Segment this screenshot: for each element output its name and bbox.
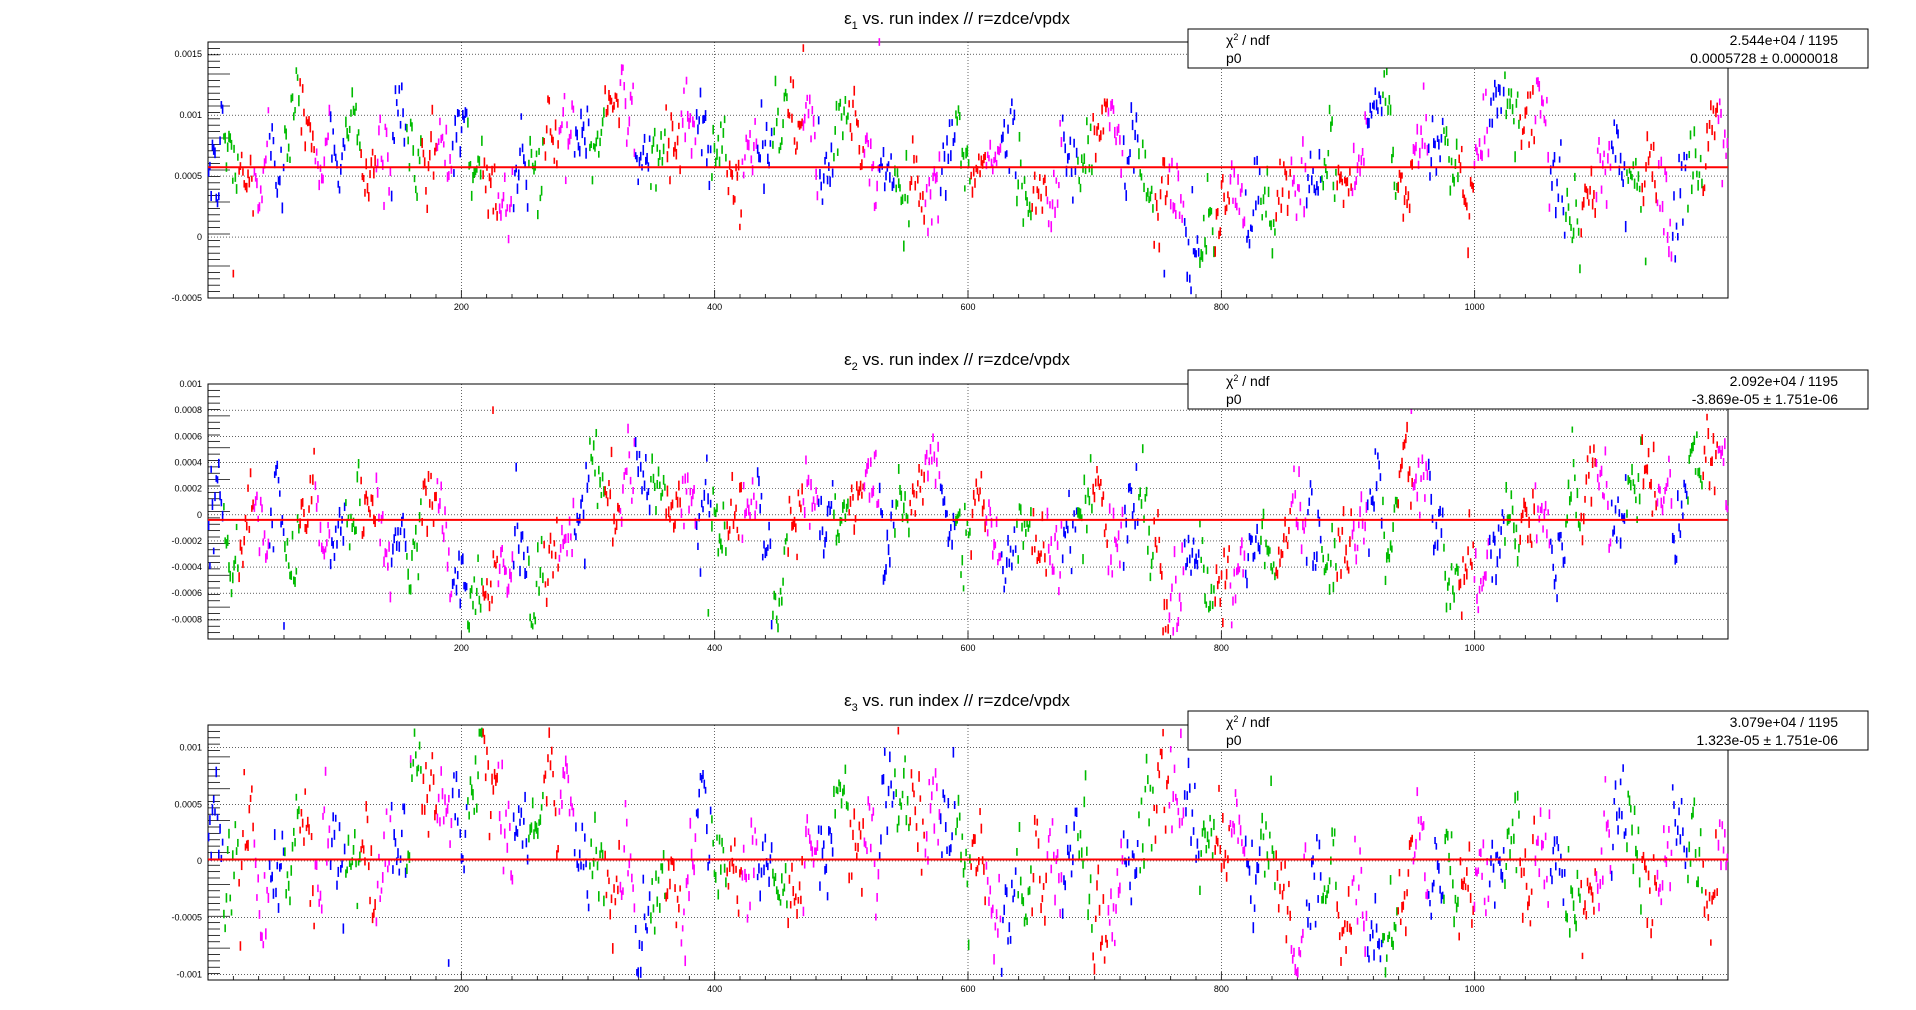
y-tick-label: 0 <box>197 856 202 866</box>
y-tick-label: -0.0002 <box>171 536 202 546</box>
y-tick-label: 0.0004 <box>174 457 202 467</box>
y-tick-label: 0.0005 <box>174 799 202 809</box>
x-tick-label: 400 <box>707 302 722 312</box>
x-tick-label: 200 <box>454 643 469 653</box>
y-tick-label: -0.0004 <box>171 562 202 572</box>
panel-title: ε2 vs. run index // r=zdce/vpdx <box>844 350 1070 373</box>
x-tick-label: 600 <box>960 984 975 994</box>
y-tick-label: 0.0015 <box>174 49 202 59</box>
y-tick-label: 0 <box>197 232 202 242</box>
plot-frame <box>207 41 1729 299</box>
data-points <box>207 406 1729 636</box>
y-tick-label: 0.0008 <box>174 405 202 415</box>
panel-epsilon-1: ε1 vs. run index // r=zdce/vpdx 200 400 60… <box>171 9 1729 312</box>
y-tick-label: 0.001 <box>179 379 202 389</box>
x-tick-label: 200 <box>454 302 469 312</box>
y-tick-label: 0.0005 <box>174 171 202 181</box>
x-tick-label: 800 <box>1214 643 1229 653</box>
y-tick-label: -0.001 <box>176 969 202 979</box>
x-tick-label: 200 <box>454 984 469 994</box>
stats-p0-label: p0 <box>1226 732 1242 748</box>
y-tick-label: 0 <box>197 510 202 520</box>
x-tick-label: 600 <box>960 643 975 653</box>
data-points <box>207 726 1729 978</box>
stats-chi2-label: χ2 / ndf <box>1226 373 1270 389</box>
y-tick-label: -0.0006 <box>171 588 202 598</box>
stats-p0-label: p0 <box>1226 50 1242 66</box>
data-points <box>207 38 1729 295</box>
panel-epsilon-2: ε2 vs. run index // r=zdce/vpdx 200 400 60… <box>171 350 1729 653</box>
x-tick-label: 800 <box>1214 302 1229 312</box>
y-tick-label: -0.0008 <box>171 614 202 624</box>
stats-chi2-value: 2.092e+04 / 1195 <box>1730 373 1839 389</box>
y-tick-label: 0.0002 <box>174 484 202 494</box>
x-tick-label: 1000 <box>1465 643 1485 653</box>
stats-chi2-value: 3.079e+04 / 1195 <box>1730 714 1839 730</box>
stats-box: χ2 / ndf 2.092e+04 / 1195 p0 -3.869e-05 … <box>1187 369 1869 410</box>
stats-chi2-label: χ2 / ndf <box>1226 32 1270 48</box>
x-tick-label: 600 <box>960 302 975 312</box>
stats-box: χ2 / ndf 3.079e+04 / 1195 p0 1.323e-05 ±… <box>1187 710 1869 751</box>
y-tick-label: -0.0005 <box>171 913 202 923</box>
y-tick-label: 0.001 <box>179 110 202 120</box>
y-tick-label: 0.001 <box>179 743 202 753</box>
stats-p0-value: -3.869e-05 ± 1.751e-06 <box>1692 391 1838 407</box>
x-tick-label: 800 <box>1214 984 1229 994</box>
x-tick-label: 400 <box>707 984 722 994</box>
panel-epsilon-3: ε3 vs. run index // r=zdce/vpdx 200 400 60… <box>171 691 1729 994</box>
y-tick-label: 0.0006 <box>174 431 202 441</box>
stats-chi2-label: χ2 / ndf <box>1226 714 1270 730</box>
stats-p0-value: 0.0005728 ± 0.0000018 <box>1690 50 1838 66</box>
x-tick-label: 1000 <box>1465 302 1485 312</box>
y-tick-label: -0.0005 <box>171 293 202 303</box>
stats-p0-label: p0 <box>1226 391 1242 407</box>
stats-chi2-value: 2.544e+04 / 1195 <box>1730 32 1839 48</box>
stats-p0-value: 1.323e-05 ± 1.751e-06 <box>1696 732 1838 748</box>
panel-title: ε3 vs. run index // r=zdce/vpdx <box>844 691 1070 714</box>
stats-box: χ2 / ndf 2.544e+04 / 1195 p0 0.0005728 ±… <box>1187 28 1869 69</box>
panel-title: ε1 vs. run index // r=zdce/vpdx <box>844 9 1070 32</box>
x-tick-label: 1000 <box>1465 984 1485 994</box>
x-tick-label: 400 <box>707 643 722 653</box>
